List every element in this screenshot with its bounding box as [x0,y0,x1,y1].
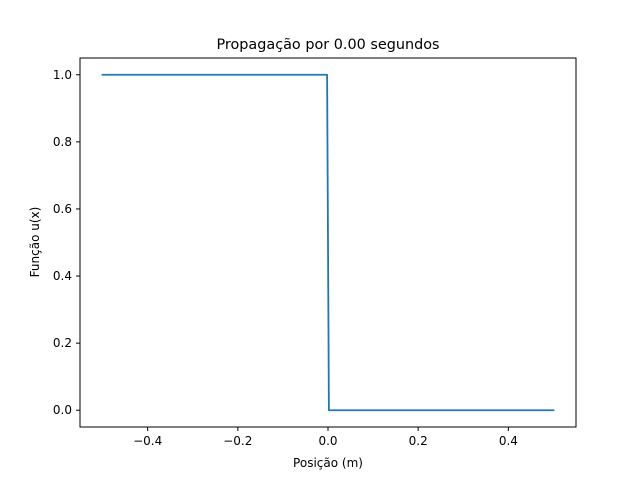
axes-frame [79,57,577,428]
y-axis-label: Função u(x) [28,207,42,278]
x-tick-label: 0.2 [409,434,428,448]
x-axis: −0.4 −0.2 0.0 0.2 0.4 [133,427,518,448]
plot-area [101,73,555,412]
x-axis-label: Posição (m) [293,456,363,470]
y-tick-label: 0.4 [53,269,72,283]
series-line [101,73,555,412]
x-tick-label: −0.4 [133,434,162,448]
y-tick-label: 0.0 [53,403,72,417]
x-tick-label: 0.0 [318,434,337,448]
x-tick-label: 0.4 [499,434,518,448]
y-tick-label: 1.0 [53,68,72,82]
x-tick-label: −0.2 [223,434,252,448]
y-axis: 0.0 0.2 0.4 0.6 0.8 1.0 [53,68,80,417]
y-tick-label: 0.8 [53,135,72,149]
y-tick-label: 0.6 [53,202,72,216]
chart-title: Propagação por 0.00 segundos [216,37,439,53]
y-tick-label: 0.2 [53,336,72,350]
